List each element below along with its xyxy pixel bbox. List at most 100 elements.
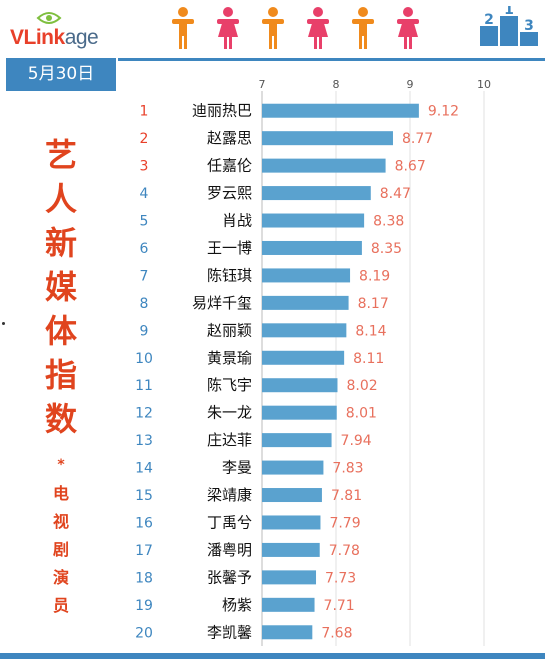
artist-name-label: 杨紫: [222, 596, 252, 614]
title-char: 艺: [44, 136, 77, 174]
bar: [262, 350, 345, 365]
value-label: 8.19: [359, 268, 390, 284]
rank-label: 18: [135, 570, 153, 586]
value-label: 8.47: [380, 186, 411, 202]
value-label: 8.38: [373, 214, 404, 230]
bar: [262, 488, 322, 503]
podium-digit-1: 1: [504, 6, 514, 18]
bar: [262, 542, 320, 557]
rank-label: 8: [140, 296, 149, 312]
bar: [262, 460, 324, 475]
rank-label: 12: [135, 406, 153, 422]
rank-label: 2: [140, 131, 149, 147]
podium-icon: 2 1 3: [478, 2, 545, 46]
podium-digit-3: 3: [524, 18, 534, 34]
bar: [262, 515, 321, 530]
title-char: 数: [44, 400, 77, 438]
bar: [262, 597, 315, 612]
rank-label: 6: [140, 241, 149, 257]
artist-name-label: 黄景瑜: [207, 349, 252, 367]
asterisk-mark: *: [57, 457, 65, 473]
bar: [262, 158, 386, 173]
title-char: 人: [44, 180, 77, 218]
date-tab: 5月30日: [6, 58, 116, 91]
artist-name-label: 庄达菲: [207, 431, 252, 449]
value-label: 7.83: [332, 461, 363, 477]
logo-eye-icon: [36, 12, 62, 24]
value-label: 8.67: [395, 159, 426, 175]
artist-name-label: 王一博: [207, 239, 252, 257]
artist-name-label: 潘粤明: [207, 541, 252, 559]
artist-name-label: 梁靖康: [207, 486, 252, 504]
artist-name-label: 易烊千玺: [192, 294, 252, 312]
bar: [262, 433, 332, 448]
ranking-chart: 7 8 9 10 1 迪丽热巴 9.12 2 赵露思 8.77 3 任嘉伦 8.67 4 罗云熙 8.47 5 肖…: [118, 58, 545, 654]
title-char: 新: [44, 224, 77, 262]
bar: [262, 268, 351, 283]
bar: [262, 378, 338, 393]
logo-text: VLinkage: [10, 26, 99, 50]
artist-name-label: 任嘉伦: [207, 157, 252, 175]
x-tick-label: 9: [407, 78, 414, 91]
logo-text-ink: ink: [35, 26, 65, 49]
vlinkage-logo: VLinkage: [10, 10, 120, 50]
value-label: 7.78: [329, 543, 360, 559]
value-label: 8.11: [353, 351, 384, 367]
rank-label: 19: [135, 598, 153, 614]
bar: [262, 213, 365, 228]
bar: [262, 131, 393, 146]
bar: [262, 323, 347, 338]
bar: [262, 295, 349, 310]
rank-label: 11: [135, 378, 153, 394]
bottom-bar: [0, 653, 545, 659]
female-icon: [397, 7, 419, 49]
value-label: 7.79: [329, 515, 360, 531]
value-label: 7.68: [321, 625, 352, 641]
value-label: 8.01: [346, 406, 377, 422]
rank-label: 4: [140, 186, 149, 202]
value-label: 8.02: [346, 378, 377, 394]
male-icon: [262, 7, 284, 49]
x-tick-label: 8: [333, 78, 340, 91]
people-icons-row: [168, 6, 428, 50]
male-icon: [172, 7, 194, 49]
sidebar-title: 艺 人 新 媒 体 指 数 * 电 视 剧 演 员: [6, 91, 116, 652]
artist-name-label: 丁禹兮: [207, 513, 252, 531]
rank-label: 20: [135, 625, 153, 641]
podium-digit-2: 2: [484, 12, 494, 28]
artist-name-label: 朱一龙: [207, 404, 252, 422]
bar: [262, 570, 317, 585]
rank-label: 5: [140, 214, 149, 230]
value-label: 7.73: [325, 570, 356, 586]
value-label: 8.17: [358, 296, 389, 312]
rank-label: 15: [135, 488, 153, 504]
subtitle-char: 员: [52, 596, 69, 615]
bar: [262, 103, 419, 118]
artist-name-label: 李曼: [222, 459, 252, 477]
rank-label: 16: [135, 515, 153, 531]
artist-name-label: 陈飞宇: [207, 376, 252, 394]
value-label: 8.77: [402, 131, 433, 147]
bar: [262, 240, 362, 255]
x-tick-label: 10: [477, 78, 491, 91]
male-icon: [352, 7, 374, 49]
title-char: 媒: [44, 268, 77, 306]
subtitle-char: 视: [52, 512, 69, 531]
rank-label: 13: [135, 433, 153, 449]
bar: [262, 625, 313, 640]
value-label: 7.71: [324, 598, 355, 614]
artist-name-label: 李凯馨: [207, 623, 252, 641]
artist-name-label: 赵丽颖: [207, 321, 252, 339]
value-label: 8.35: [371, 241, 402, 257]
bar: [262, 186, 371, 201]
logo-text-vl: VL: [10, 26, 36, 49]
value-label: 7.94: [341, 433, 372, 449]
subtitle-char: 剧: [52, 540, 69, 559]
artist-name-label: 罗云熙: [207, 184, 252, 202]
value-label: 9.12: [428, 104, 459, 120]
subtitle-char: 电: [52, 484, 69, 503]
stray-dot: [2, 322, 5, 325]
rank-label: 17: [135, 543, 153, 559]
artist-name-label: 张馨予: [207, 568, 252, 586]
artist-name-label: 肖战: [222, 212, 252, 230]
